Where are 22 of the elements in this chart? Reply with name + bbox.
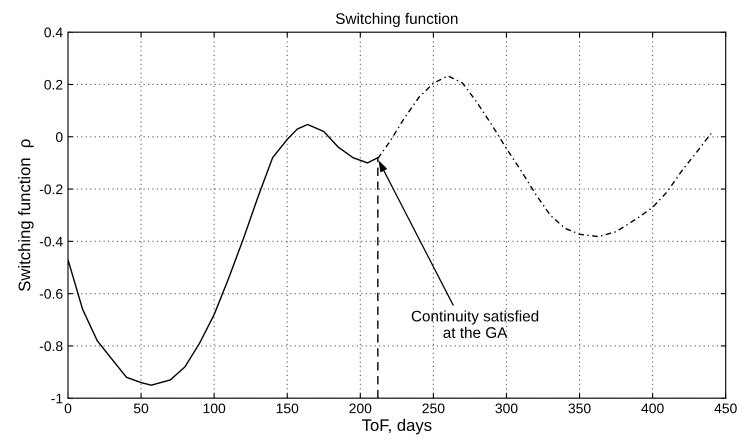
y-axis-title: Switching function ρ xyxy=(18,139,34,291)
x-tick-label: 350 xyxy=(568,403,591,414)
x-tick-label: 200 xyxy=(349,403,372,414)
x-tick-label: 450 xyxy=(714,403,737,414)
y-tick-label: -0.6 xyxy=(40,288,63,299)
y-tick-label: -0.2 xyxy=(40,184,62,194)
y-tick-label: 0.4 xyxy=(44,28,63,38)
x-tick-label: 250 xyxy=(422,403,444,414)
y-tick-label: 0 xyxy=(56,132,63,142)
x-tick-label: 400 xyxy=(641,403,664,414)
x-tick-label: 150 xyxy=(276,403,298,414)
x-tick-label: 0 xyxy=(64,403,72,414)
y-tick-label: -0.8 xyxy=(40,341,63,352)
x-tick-label: 50 xyxy=(134,403,148,414)
y-tick-label: -1 xyxy=(51,394,62,404)
x-tick-label: 100 xyxy=(204,403,226,414)
x-axis-title: ToF, days xyxy=(362,418,432,434)
annotation: Continuity satisfied at the GA xyxy=(412,310,538,338)
chart-title: Switching function xyxy=(336,12,458,28)
y-tick-label: -0.4 xyxy=(40,236,63,247)
y-tick-label: 0.2 xyxy=(44,80,62,90)
x-tick-label: 300 xyxy=(495,403,518,414)
